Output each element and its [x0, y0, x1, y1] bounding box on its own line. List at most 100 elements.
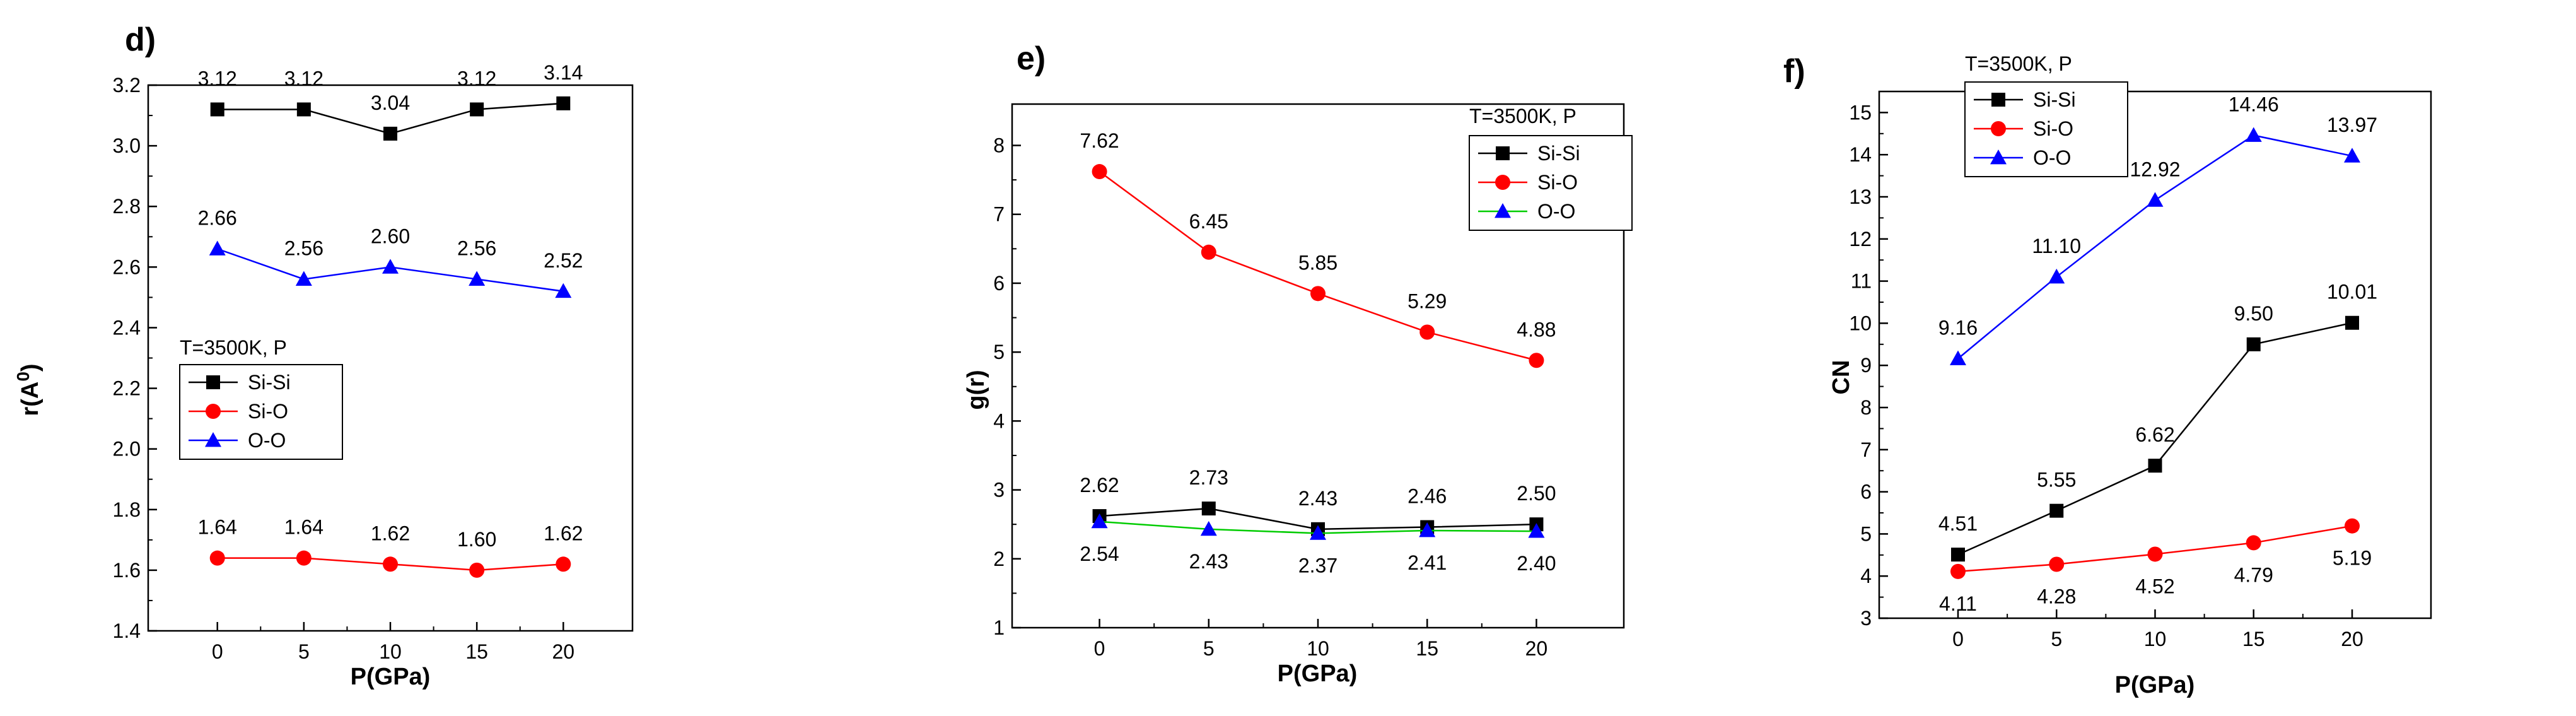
data-point-o-o: [2048, 268, 2065, 284]
panel-d-ylabel-base: r(A: [17, 382, 44, 416]
panel-f-data-labels: 4.51 5.55 6.62 9.50 10.01 4.11 4.28 4.52 4.79 5.1…: [1938, 93, 2377, 614]
legend-marker-si-o: [206, 404, 221, 419]
data-label-si-si: 2.73: [1189, 466, 1228, 489]
data-point-si-o: [1419, 324, 1435, 340]
panel-d-ylabel-tail: ): [17, 363, 44, 372]
data-label-si-o: 1.60: [457, 528, 496, 551]
data-point-si-o: [2246, 535, 2261, 551]
legend-label-o-o: O-O: [2033, 146, 2071, 169]
data-label-si-o: 1.62: [544, 522, 583, 544]
data-point-o-o: [295, 271, 312, 286]
legend-marker-o-o: [1495, 203, 1511, 218]
y-tick-label: 2.2: [113, 377, 141, 400]
legend-marker-si-o: [1991, 121, 2006, 136]
data-label-o-o: 9.16: [1938, 317, 1978, 339]
data-point-si-si: [1201, 502, 1216, 516]
data-point-o-o: [555, 283, 572, 298]
panel-e-legend-title: T=3500K, P: [1469, 105, 1576, 127]
data-point-si-si: [1951, 548, 1965, 562]
data-label-si-o: 4.11: [1939, 592, 1977, 615]
x-tick-label: 0: [1952, 628, 1964, 650]
data-point-si-o: [1310, 286, 1326, 302]
data-point-o-o: [1310, 525, 1326, 540]
data-label-o-o: 2.37: [1298, 554, 1338, 577]
x-tick-label: 20: [552, 640, 574, 663]
data-label-si-si: 9.50: [2234, 302, 2273, 325]
y-tick-label: 1.4: [113, 619, 141, 642]
panel-f-series: [1950, 127, 2360, 579]
data-label-si-o: 4.28: [2037, 585, 2076, 607]
legend-marker-o-o: [1990, 150, 2007, 165]
y-tick-label: 2.6: [113, 255, 141, 278]
legend-label-si-o: Si-O: [1537, 171, 1578, 194]
data-point-si-o: [296, 550, 312, 566]
x-tick-label: 5: [298, 640, 310, 663]
y-tick-label: 9: [1860, 354, 1872, 377]
data-label-si-o: 1.64: [198, 516, 237, 539]
y-tick-label: 6: [1860, 481, 1872, 503]
panel-d-yticks: 1.4 1.6 1.8 2.0 2.2 2.4 2.6 2.8 3.0 3.2: [113, 74, 157, 642]
data-point-si-si: [556, 96, 571, 110]
y-tick-label: 2.4: [113, 316, 141, 339]
data-point-si-o: [1529, 353, 1544, 368]
data-point-o-o: [1950, 350, 1966, 365]
panel-e-ylabel: g(r): [963, 370, 989, 409]
x-tick-label: 0: [212, 640, 223, 663]
panel-f-legend: Si-Si Si-O O-O: [1964, 81, 2128, 177]
y-tick-label: 2.8: [113, 195, 141, 218]
data-point-si-si: [383, 126, 397, 141]
data-point-si-si: [2345, 315, 2359, 330]
panel-d-ylabel-sup: 0: [13, 372, 33, 382]
data-label-si-o: 5.19: [2333, 547, 2372, 570]
panel-e: e) 1 2 3 4 5 6 7 8 0 5 10 15 20 P(GPa) g(r) 2.62 2.7…: [963, 40, 1633, 687]
data-label-o-o: 2.40: [1517, 552, 1556, 575]
data-label-si-si: 2.50: [1517, 482, 1556, 505]
data-label-si-si: 3.12: [198, 67, 237, 90]
legend-label-si-si: Si-Si: [2033, 88, 2076, 111]
panel-f-ylabel: CN: [1828, 360, 1855, 395]
data-label-si-o: 1.62: [371, 522, 410, 544]
data-label-si-si: 4.51: [1938, 512, 1978, 535]
data-label-o-o: 2.41: [1407, 551, 1447, 574]
legend-label-o-o: O-O: [248, 429, 286, 452]
data-point-si-si: [470, 102, 484, 117]
legend-label-si-o: Si-O: [248, 400, 288, 423]
data-point-si-si: [2049, 503, 2064, 518]
y-tick-label: 2: [993, 548, 1005, 570]
x-tick-label: 5: [2051, 628, 2062, 650]
y-tick-label: 7: [1860, 438, 1872, 461]
data-label-o-o: 12.92: [2130, 158, 2180, 180]
data-label-o-o: 14.46: [2229, 93, 2279, 115]
panel-f-xticks: 0 5 10 15 20: [1952, 609, 2363, 650]
y-tick-label: 5: [1860, 522, 1872, 545]
y-tick-label: 14: [1849, 143, 1872, 166]
panel-f: f) 3 4 5 6 7 8 9 10 11 12 13 14 15 0 5 10 15 20 P(GPa) C…: [1783, 52, 2432, 698]
data-point-si-o: [556, 556, 571, 572]
data-label-o-o: 2.54: [1080, 543, 1119, 565]
data-label-si-si: 2.43: [1298, 487, 1338, 510]
data-label-si-o: 1.64: [284, 516, 323, 539]
data-point-o-o: [2147, 192, 2164, 207]
data-label-o-o: 2.56: [457, 237, 496, 260]
data-label-si-o: 5.85: [1298, 251, 1338, 274]
data-label-si-o: 4.79: [2234, 563, 2273, 586]
data-label-si-si: 10.01: [2327, 281, 2377, 303]
data-point-si-o: [383, 556, 398, 572]
data-point-si-si: [2148, 459, 2162, 473]
panel-d-series: [209, 96, 572, 578]
data-label-si-si: 3.14: [544, 61, 583, 84]
data-point-si-o: [2147, 546, 2163, 562]
x-tick-label: 5: [1203, 637, 1215, 660]
data-point-si-o: [1092, 164, 1107, 180]
data-label-o-o: 13.97: [2327, 114, 2377, 136]
data-label-si-si: 3.12: [457, 67, 496, 90]
panel-e-series: [1091, 164, 1545, 540]
y-tick-label: 1: [993, 616, 1005, 639]
x-tick-label: 10: [2144, 628, 2167, 650]
panel-e-xticks: 0 5 10 15 20: [1094, 619, 1547, 660]
x-tick-label: 10: [379, 640, 402, 663]
legend-label-o-o: O-O: [1537, 200, 1575, 223]
x-tick-label: 0: [1094, 637, 1105, 660]
y-tick-label: 1.8: [113, 498, 141, 521]
panel-e-xlabel: P(GPa): [1278, 660, 1358, 687]
